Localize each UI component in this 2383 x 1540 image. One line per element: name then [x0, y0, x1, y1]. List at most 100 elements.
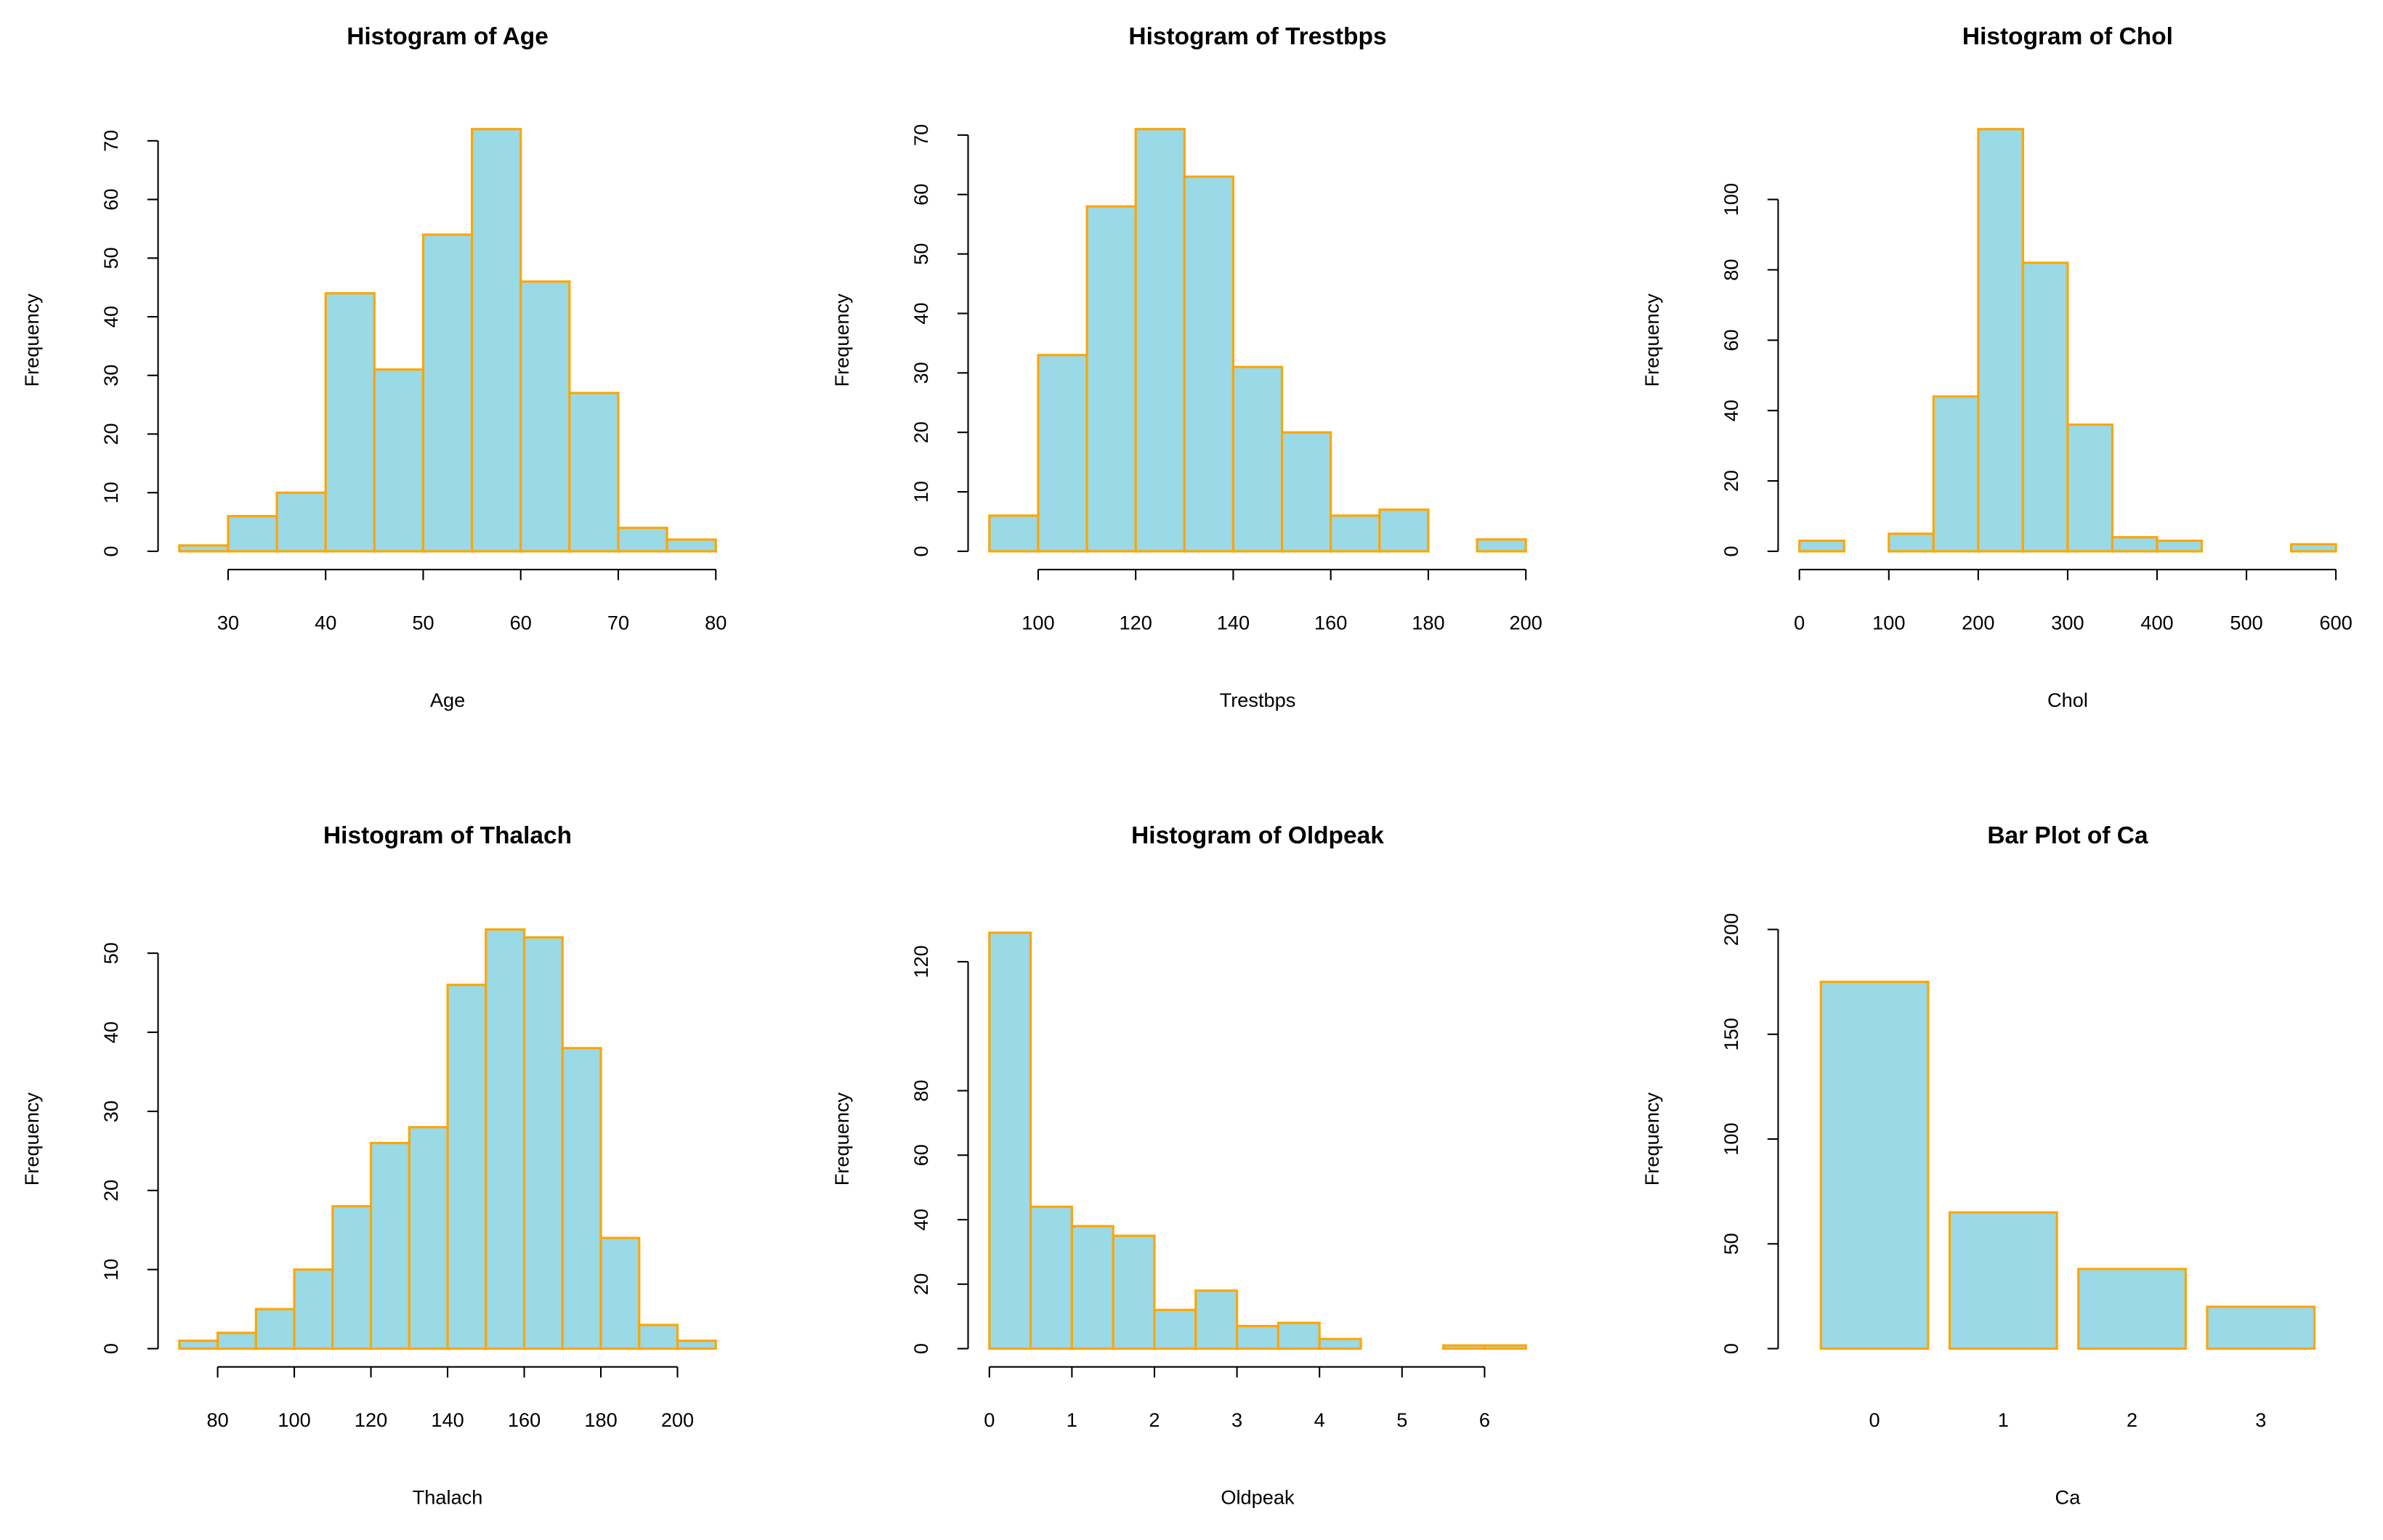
- x-tick-label: 140: [431, 1409, 464, 1431]
- bar: [1330, 514, 1381, 553]
- x-tick-label: 2: [2127, 1409, 2137, 1431]
- chart-title: Histogram of Age: [347, 23, 549, 50]
- bar: [1037, 354, 1088, 553]
- x-tick-label: 180: [584, 1409, 617, 1431]
- x-tick-label: 5: [1396, 1409, 1407, 1431]
- x-tick-label: 80: [206, 1409, 228, 1431]
- y-tick-label: 0: [100, 1343, 122, 1354]
- bar: [227, 514, 278, 553]
- bar: [178, 544, 230, 553]
- y-tick-label: 10: [100, 482, 122, 503]
- bar: [1085, 205, 1137, 553]
- x-tick-label: 120: [1119, 611, 1152, 633]
- bar: [2077, 1268, 2187, 1350]
- bar: [1442, 1344, 1486, 1350]
- x-tick-label: 500: [2230, 611, 2262, 633]
- y-tick-label: 10: [100, 1259, 122, 1281]
- y-tick-label: 80: [1720, 259, 1742, 280]
- y-tick-label: 0: [910, 546, 932, 556]
- bar: [373, 368, 425, 553]
- y-tick-label: 20: [100, 423, 122, 445]
- bar: [1280, 431, 1332, 553]
- y-tick-label: 70: [910, 124, 932, 146]
- y-tick-label: 200: [1720, 913, 1742, 946]
- x-tick-label: 300: [2051, 611, 2084, 633]
- bar: [1932, 395, 1980, 553]
- y-tick-label: 20: [910, 421, 932, 443]
- bar: [324, 292, 376, 553]
- x-axis-label: Ca: [2055, 1486, 2081, 1509]
- bar: [421, 233, 474, 553]
- bar: [2290, 543, 2337, 553]
- x-tick-label: 180: [1412, 611, 1444, 633]
- bar: [561, 1047, 602, 1350]
- x-tick-label: 0: [1794, 611, 1805, 633]
- bar: [988, 514, 1040, 553]
- x-tick-label: 50: [412, 611, 434, 633]
- bar: [217, 1332, 257, 1350]
- bar: [485, 928, 526, 1350]
- x-tick-label: 160: [1314, 611, 1347, 633]
- y-tick-label: 40: [910, 302, 932, 324]
- bar: [1318, 1337, 1362, 1350]
- bar: [2021, 262, 2069, 553]
- bar: [1153, 1308, 1197, 1350]
- y-tick-label: 20: [100, 1180, 122, 1201]
- bar: [1236, 1324, 1279, 1350]
- bar: [369, 1141, 410, 1350]
- bar: [178, 1340, 219, 1350]
- x-tick-label: 0: [984, 1409, 995, 1431]
- y-tick-label: 70: [100, 130, 122, 152]
- bar: [2206, 1305, 2316, 1350]
- bar: [2066, 423, 2114, 553]
- chart-title: Histogram of Thalach: [323, 822, 572, 849]
- y-tick-label: 100: [1720, 1122, 1742, 1155]
- bar: [1070, 1225, 1114, 1350]
- y-tick-label: 20: [1720, 470, 1742, 492]
- x-tick-label: 0: [1869, 1409, 1880, 1431]
- x-tick-label: 3: [2255, 1409, 2266, 1431]
- y-tick-label: 10: [910, 481, 932, 503]
- y-tick-label: 0: [100, 546, 122, 556]
- bar: [1183, 175, 1234, 553]
- bar: [1231, 365, 1284, 553]
- bar: [446, 984, 487, 1350]
- bar: [1948, 1211, 2058, 1350]
- bar: [522, 936, 564, 1350]
- bar: [1888, 532, 1935, 553]
- y-tick-label: 120: [910, 945, 932, 978]
- y-tick-label: 80: [910, 1079, 932, 1101]
- x-tick-label: 2: [1149, 1409, 1160, 1431]
- y-tick-label: 50: [100, 247, 122, 269]
- x-tick-label: 200: [661, 1409, 694, 1431]
- x-tick-label: 30: [217, 611, 239, 633]
- y-tick-label: 50: [910, 243, 932, 265]
- chart-title: Bar Plot of Ca: [1987, 822, 2148, 849]
- x-axis-label: Thalach: [413, 1486, 483, 1509]
- y-tick-label: 60: [1720, 329, 1742, 351]
- bar: [1819, 981, 1930, 1350]
- y-tick-label: 60: [910, 184, 932, 206]
- y-tick-label: 40: [100, 1021, 122, 1043]
- x-tick-label: 200: [1962, 611, 1994, 633]
- y-tick-label: 40: [910, 1209, 932, 1231]
- x-tick-label: 100: [1872, 611, 1905, 633]
- y-tick-label: 30: [910, 362, 932, 384]
- y-tick-label: 0: [1720, 546, 1742, 556]
- chart-title: Histogram of Chol: [1962, 23, 2173, 50]
- bar: [2156, 539, 2204, 553]
- bar: [275, 491, 327, 553]
- bar: [1378, 508, 1430, 553]
- bar: [519, 280, 571, 553]
- x-tick-label: 100: [278, 1409, 310, 1431]
- y-tick-label: 60: [910, 1144, 932, 1166]
- chart-title: Histogram of Oldpeak: [1131, 822, 1384, 849]
- y-tick-label: 40: [1720, 400, 1742, 421]
- y-tick-label: 60: [100, 188, 122, 210]
- bar: [408, 1126, 449, 1350]
- x-tick-label: 100: [1021, 611, 1054, 633]
- x-tick-label: 3: [1231, 1409, 1242, 1431]
- x-tick-label: 1: [1067, 1409, 1077, 1431]
